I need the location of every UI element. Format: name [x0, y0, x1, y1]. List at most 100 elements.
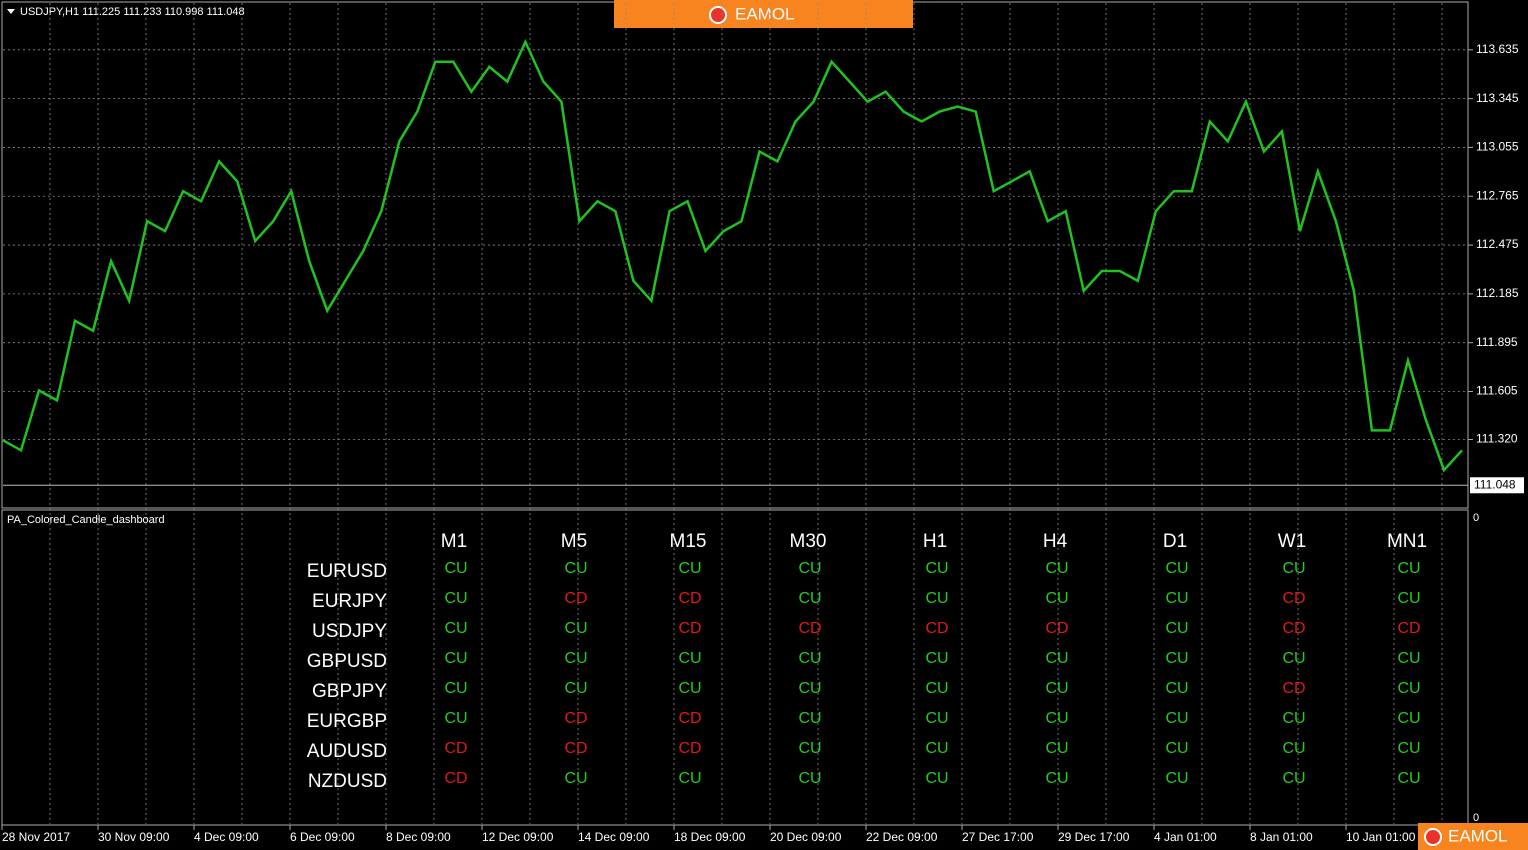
- timeframe-header: M15: [670, 531, 707, 552]
- signal-cell: CU: [798, 560, 821, 577]
- signal-cell: CU: [564, 560, 587, 577]
- y-tick-label: 111.320: [1476, 432, 1518, 446]
- signal-cell: CU: [1165, 560, 1188, 577]
- signal-cell: CD: [678, 590, 701, 607]
- signal-cell: CU: [564, 620, 587, 637]
- signal-cell: CU: [444, 560, 467, 577]
- last-price-box: [1470, 477, 1524, 494]
- pane-tick-label: 0: [1473, 812, 1479, 824]
- indicator-pane: [1, 509, 1469, 826]
- x-tick-label: 10 Jan 01:00: [1346, 830, 1416, 844]
- timeframe-header: M5: [561, 531, 587, 552]
- signal-cell: CU: [1397, 590, 1420, 607]
- signal-cell: CU: [1045, 650, 1068, 667]
- x-tick-label: 8 Jan 01:00: [1250, 830, 1313, 844]
- signal-cell: CU: [798, 650, 821, 667]
- y-tick-label: 113.055: [1476, 140, 1519, 154]
- timeframe-header: M1: [441, 531, 467, 552]
- signal-cell: CU: [1282, 740, 1305, 757]
- signal-cell: CU: [1282, 560, 1305, 577]
- pair-label: GBPUSD: [307, 651, 387, 672]
- signal-cell: CD: [1282, 590, 1305, 607]
- signal-cell: CU: [1165, 620, 1188, 637]
- timeframe-header: W1: [1278, 531, 1307, 552]
- x-tick-label: 12 Dec 09:00: [482, 830, 554, 844]
- symbol-header: USDJPY,H1 111.225 111.233 110.998 111.04…: [20, 6, 245, 18]
- signal-cell: CU: [444, 680, 467, 697]
- y-tick-label: 113.635: [1476, 42, 1519, 56]
- signal-cell: CU: [564, 650, 587, 667]
- x-tick-label: 29 Dec 17:00: [1058, 830, 1130, 844]
- x-tick-label: 20 Dec 09:00: [770, 830, 842, 844]
- signal-cell: CU: [1397, 560, 1420, 577]
- x-tick-label: 6 Dec 09:00: [290, 830, 355, 844]
- signal-cell: CU: [444, 710, 467, 727]
- signal-cell: CD: [1397, 620, 1420, 637]
- signal-cell: CU: [925, 560, 948, 577]
- last-price-label: 111.048: [1474, 477, 1516, 491]
- signal-cell: CU: [798, 590, 821, 607]
- signal-cell: CU: [1045, 560, 1068, 577]
- signal-cell: CU: [1282, 710, 1305, 727]
- logo-icon: [709, 6, 727, 24]
- signal-cell: CU: [925, 770, 948, 787]
- signal-cell: CU: [1397, 740, 1420, 757]
- pair-label: EURUSD: [307, 561, 387, 582]
- signal-cell: CU: [678, 560, 701, 577]
- pair-label: AUDUSD: [307, 741, 387, 762]
- pair-label: EURGBP: [307, 711, 387, 732]
- signal-cell: CD: [564, 740, 587, 757]
- y-tick-label: 112.185: [1476, 286, 1519, 300]
- timeframe-header: M30: [790, 531, 827, 552]
- x-tick-label: 27 Dec 17:00: [962, 830, 1034, 844]
- x-tick-label: 4 Dec 09:00: [194, 830, 259, 844]
- signal-cell: CU: [925, 650, 948, 667]
- x-tick-label: 30 Nov 09:00: [98, 830, 170, 844]
- signal-cell: CU: [925, 680, 948, 697]
- signal-cell: CU: [678, 680, 701, 697]
- logo-icon: [1424, 828, 1442, 846]
- signal-cell: CD: [1282, 620, 1305, 637]
- signal-cell: CU: [1397, 710, 1420, 727]
- signal-cell: CU: [1282, 770, 1305, 787]
- signal-cell: CU: [798, 710, 821, 727]
- signal-cell: CD: [564, 590, 587, 607]
- signal-cell: CU: [798, 740, 821, 757]
- signal-cell: CU: [1165, 770, 1188, 787]
- signal-cell: CU: [925, 710, 948, 727]
- timeframe-header: MN1: [1387, 531, 1427, 552]
- menu-arrow[interactable]: [7, 9, 15, 14]
- y-tick-label: 112.475: [1476, 237, 1519, 251]
- signal-cell: CU: [564, 770, 587, 787]
- signal-cell: CU: [678, 650, 701, 667]
- signal-cell: CU: [678, 770, 701, 787]
- signal-cell: CU: [564, 680, 587, 697]
- signal-cell: CD: [1282, 680, 1305, 697]
- logo-banner: [614, 0, 913, 28]
- timeframe-header: D1: [1163, 531, 1187, 552]
- signal-cell: CU: [1165, 590, 1188, 607]
- timeframe-header: H1: [923, 531, 947, 552]
- signal-cell: CD: [798, 620, 821, 637]
- logo-text: EAMOL: [735, 4, 795, 23]
- signal-cell: CU: [1165, 650, 1188, 667]
- signal-cell: CU: [1397, 680, 1420, 697]
- signal-cell: CD: [678, 620, 701, 637]
- pair-label: EURJPY: [312, 591, 387, 612]
- signal-cell: CD: [1045, 620, 1068, 637]
- x-tick-label: 8 Dec 09:00: [386, 830, 451, 844]
- signal-cell: CD: [444, 770, 467, 787]
- signal-cell: CU: [1397, 650, 1420, 667]
- signal-cell: CU: [798, 680, 821, 697]
- logo-text: EAMOL: [1448, 826, 1508, 845]
- signal-cell: CD: [444, 740, 467, 757]
- y-tick-label: 113.345: [1476, 91, 1519, 105]
- pane-tick-label: 0: [1473, 512, 1479, 524]
- pair-label: GBPJPY: [312, 681, 387, 702]
- signal-cell: CU: [1045, 680, 1068, 697]
- timeframe-header: H4: [1043, 531, 1068, 552]
- signal-cell: CD: [925, 620, 948, 637]
- y-tick-label: 111.895: [1476, 335, 1518, 349]
